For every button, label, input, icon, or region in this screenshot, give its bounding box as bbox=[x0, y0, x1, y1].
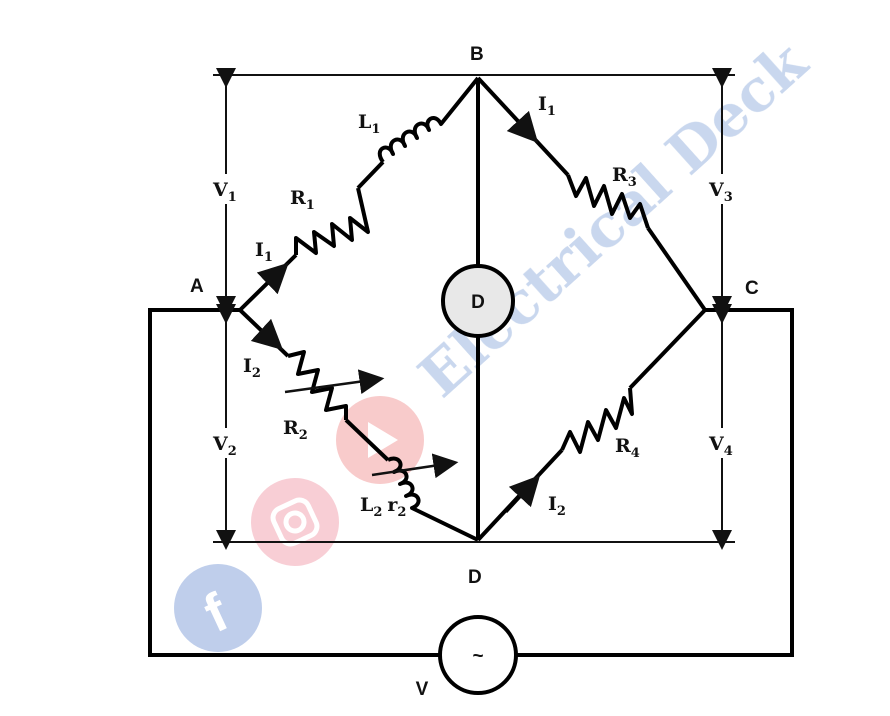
i2-dc-label: I2 bbox=[548, 493, 566, 519]
variable-arrow-r2 bbox=[284, 369, 385, 395]
supply-loop bbox=[148, 308, 794, 657]
v4-label: V4 bbox=[708, 433, 733, 459]
resistor-r4 bbox=[560, 387, 634, 454]
current-arrow-i2-ad bbox=[246, 316, 284, 351]
v3-label: V3 bbox=[708, 179, 733, 205]
instagram-icon bbox=[251, 478, 339, 566]
resistor-r2 bbox=[287, 350, 348, 420]
node-d-label: D bbox=[468, 567, 482, 588]
svg-text:Electrical Deck: Electrical Deck bbox=[406, 27, 821, 410]
arm-ab bbox=[238, 76, 480, 312]
current-arrow-i1-bc bbox=[504, 106, 539, 144]
l2-r2-label: L2 r2 bbox=[360, 494, 406, 520]
v2-label: V2 bbox=[212, 433, 237, 459]
i1-bc-label: I1 bbox=[538, 93, 556, 119]
facebook-icon bbox=[174, 564, 262, 652]
r4-label: R4 bbox=[615, 435, 640, 461]
r3-label: R3 bbox=[612, 164, 637, 190]
inductor-l2 bbox=[387, 456, 479, 542]
resistor-r1 bbox=[294, 187, 370, 255]
resistor-r3 bbox=[566, 174, 650, 229]
ac-source-symbol: ~ bbox=[472, 646, 483, 667]
current-arrow-i2-dc bbox=[504, 474, 541, 514]
node-b-label: B bbox=[470, 44, 484, 65]
node-c-label: C bbox=[745, 278, 759, 299]
watermark-text-blue: Electrical Deck bbox=[406, 27, 821, 410]
l1-label: L1 bbox=[358, 111, 380, 137]
source-voltage-label: V bbox=[416, 679, 429, 700]
i2-ad-label: I2 bbox=[243, 355, 261, 381]
r1-label: R1 bbox=[290, 187, 315, 213]
variable-arrow-l2 bbox=[371, 453, 459, 479]
i1-ab-label: I1 bbox=[255, 239, 273, 265]
v1-label: V1 bbox=[212, 179, 237, 205]
detector-circle bbox=[441, 264, 515, 338]
current-arrow-i1-ab bbox=[248, 262, 289, 302]
r2-label: R2 bbox=[283, 417, 308, 443]
inductor-l1 bbox=[377, 76, 480, 164]
detector-label: D bbox=[471, 292, 485, 313]
node-a-label: A bbox=[190, 276, 204, 297]
ac-source-circle bbox=[438, 615, 518, 695]
